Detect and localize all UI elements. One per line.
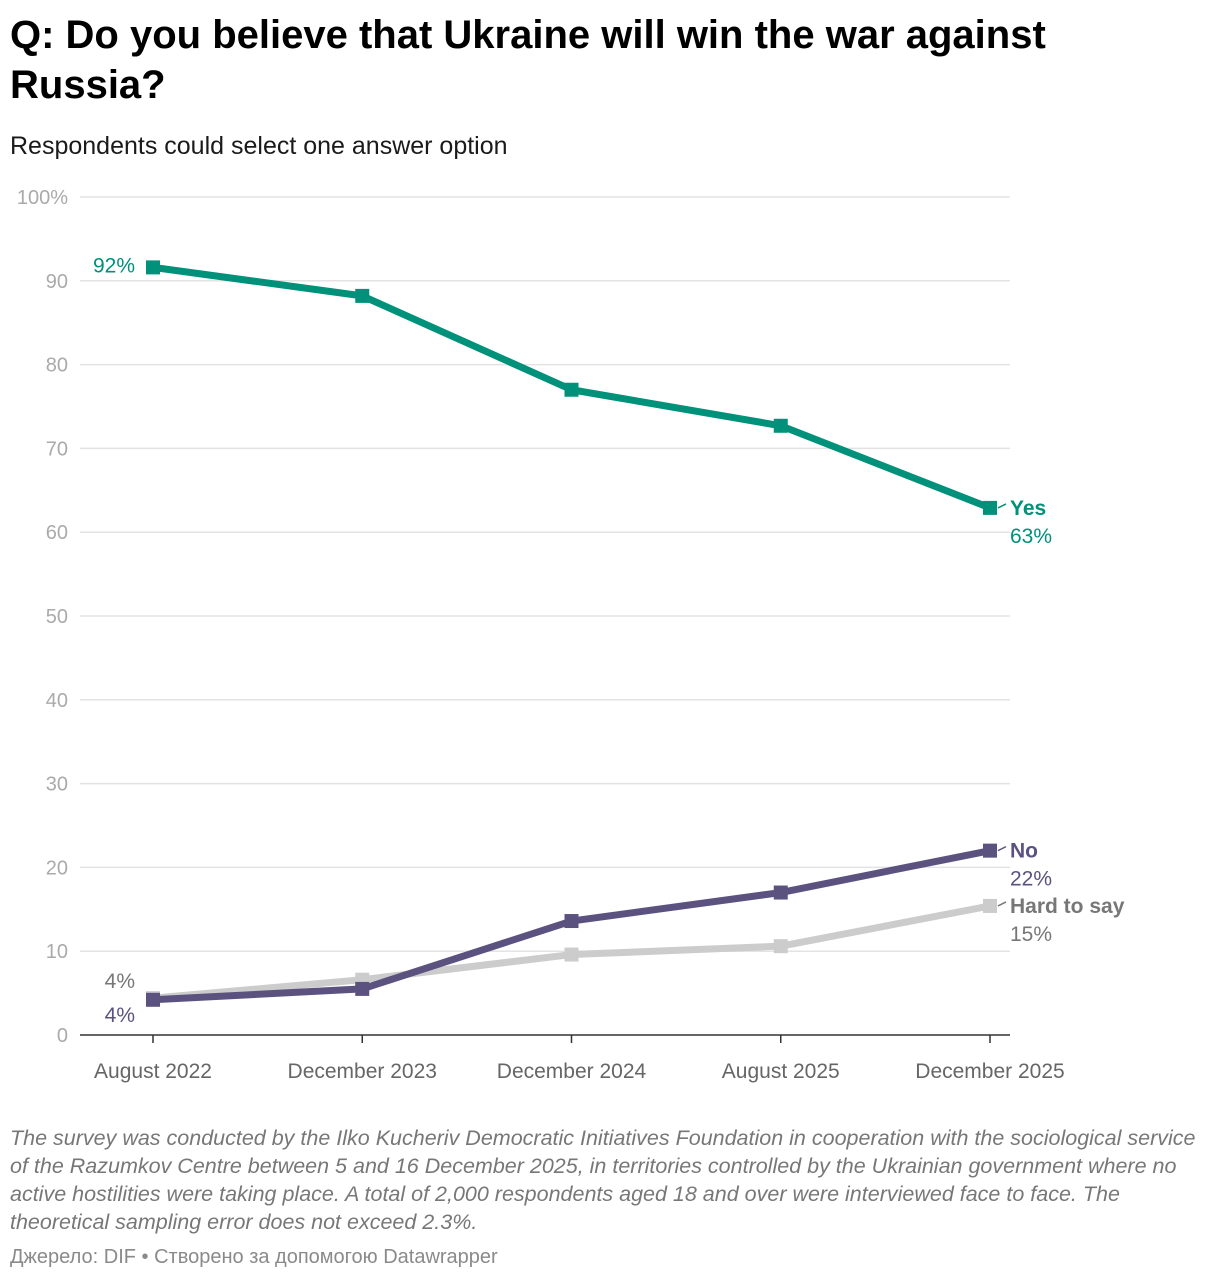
end-label-connector-yes [997,503,1007,509]
y-tick-label: 60 [46,522,68,544]
data-point-yes [355,288,370,303]
y-tick-label: 30 [46,774,68,796]
x-tick-label: August 2022 [94,1060,212,1083]
y-tick-label: 50 [46,606,68,628]
series-no [146,843,997,1007]
y-tick-label: 20 [46,857,68,879]
data-labels: Hard to say 15% No 22% Yes 63% 92% 4% 4% [93,254,1125,1026]
x-tick-label: December 2023 [288,1060,437,1083]
x-tick-label: December 2025 [915,1060,1064,1083]
line-chart: 0 10 20 30 40 50 60 70 80 90 100% August 2022 Decem… [17,187,1125,1083]
data-point-no [773,885,788,900]
end-label-name-no: No [1010,840,1038,863]
data-point-yes [773,418,788,433]
chart-subtitle: Respondents could select one answer opti… [10,132,508,160]
y-tick-label: 0 [57,1025,68,1047]
data-point-yes [983,500,997,515]
series-yes [146,260,997,515]
x-tick-label: August 2025 [722,1060,840,1083]
start-label-yes: 92% [93,254,135,277]
start-label-hard-to-say: 4% [105,970,135,993]
end-label-value-hard-to-say: 15% [1010,923,1052,946]
data-point-yes [146,260,160,275]
data-point-hard-to-say [983,898,997,913]
x-tick-label: December 2024 [497,1060,647,1083]
start-label-no: 4% [105,1004,135,1027]
data-point-no [983,843,997,858]
chart-title: Q: Do you believe that Ukraine will win … [10,13,1046,107]
data-point-hard-to-say [773,939,788,954]
chart-notes: The survey was conducted by the Ilko Kuc… [10,1126,1196,1234]
end-label-connector-no [997,845,1007,852]
y-tick-label: 100% [17,187,68,209]
end-label-value-no: 22% [1010,868,1052,891]
data-point-hard-to-say [564,947,579,962]
end-label-name-hard-to-say: Hard to say [1010,895,1125,918]
y-tick-label: 90 [46,271,68,293]
end-label-value-yes: 63% [1010,525,1052,548]
data-point-no [564,914,579,929]
y-axis-tick-labels: 0 10 20 30 40 50 60 70 80 90 100% [17,187,68,1047]
y-tick-label: 10 [46,941,68,963]
y-tick-label: 70 [46,438,68,460]
data-point-no [355,981,370,996]
y-tick-label: 40 [46,690,68,712]
x-axis: August 2022 December 2023 December 2024 Aug… [80,1034,1065,1083]
data-point-yes [564,382,579,397]
y-tick-label: 80 [46,355,68,377]
end-label-connector-hard-to-say [997,901,1007,907]
data-point-no [146,992,160,1007]
series-lines [146,260,997,1007]
end-label-name-yes: Yes [1010,497,1046,520]
chart-source: Джерело: DIF • Створено за допомогою Dat… [10,1246,498,1268]
gridlines [80,196,1010,952]
